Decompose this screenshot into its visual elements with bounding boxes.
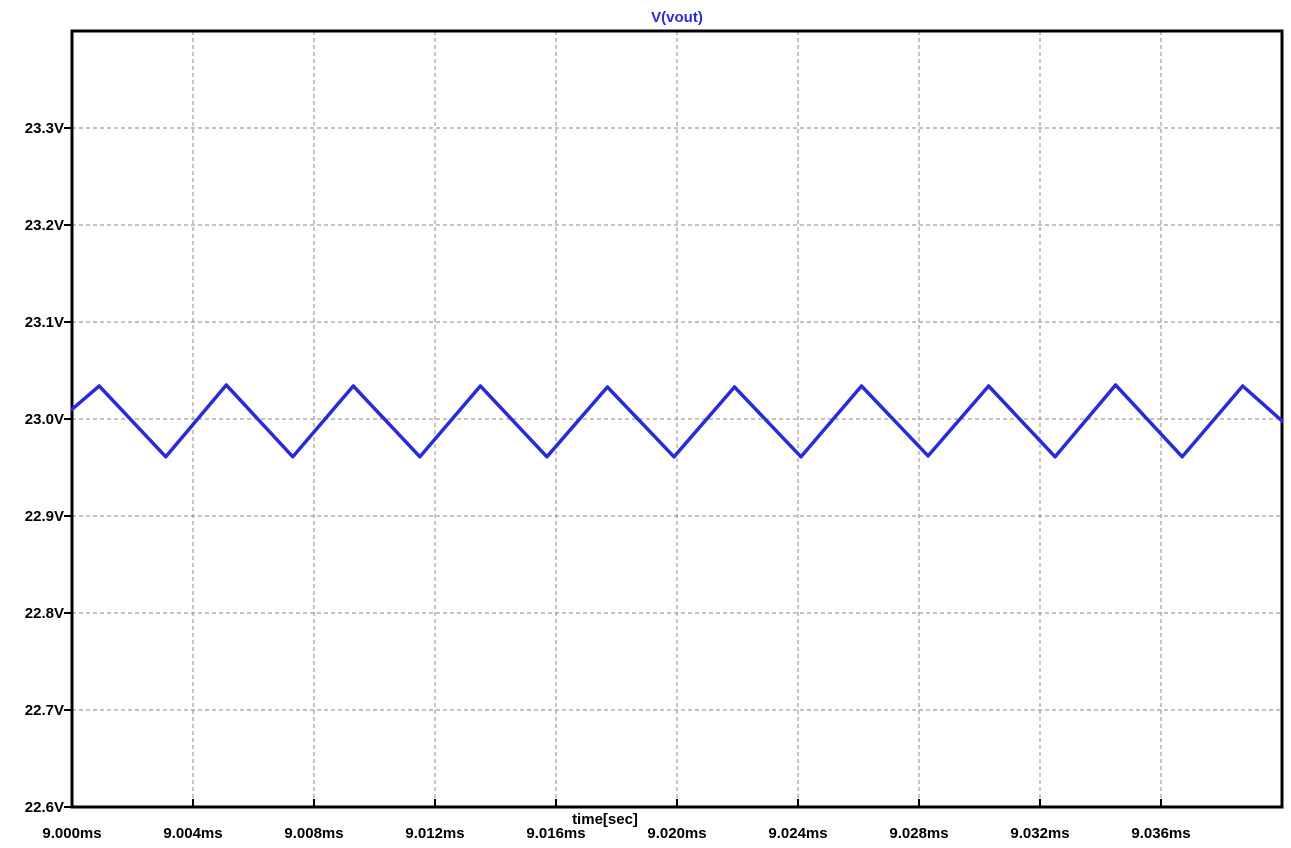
x-tick-label: 9.004ms	[163, 825, 222, 842]
y-tick-label: 23.0V	[25, 411, 64, 428]
x-tick-label: 9.036ms	[1131, 825, 1190, 842]
y-tick-label: 22.6V	[25, 799, 64, 816]
tick-labels: 9.000ms 9.004ms 9.008ms 9.012ms 9.016ms 9.020…	[25, 120, 1191, 842]
y-tick-label: 23.3V	[25, 120, 64, 137]
x-tick-label: 9.000ms	[42, 825, 101, 842]
x-axis-title: time[sec]	[572, 811, 638, 828]
grid	[72, 31, 1282, 807]
x-tick-label: 9.020ms	[647, 825, 706, 842]
x-tick-label: 9.028ms	[889, 825, 948, 842]
series-layer	[70, 383, 1284, 459]
x-tick-label: 9.012ms	[405, 825, 464, 842]
y-tick-label: 23.2V	[25, 217, 64, 234]
y-tick-label: 22.7V	[25, 702, 64, 719]
y-tick-label: 22.8V	[25, 605, 64, 622]
y-tick-label: 23.1V	[25, 314, 64, 331]
x-tick-label: 9.032ms	[1010, 825, 1069, 842]
x-tick-label: 9.008ms	[284, 825, 343, 842]
y-tick-label: 22.9V	[25, 508, 64, 525]
x-tick-label: 9.016ms	[526, 825, 585, 842]
chart-title: V(vout)	[651, 9, 703, 26]
series-line-vout	[70, 383, 1284, 459]
x-tick-label: 9.024ms	[768, 825, 827, 842]
axis-ticks	[64, 127, 1162, 808]
